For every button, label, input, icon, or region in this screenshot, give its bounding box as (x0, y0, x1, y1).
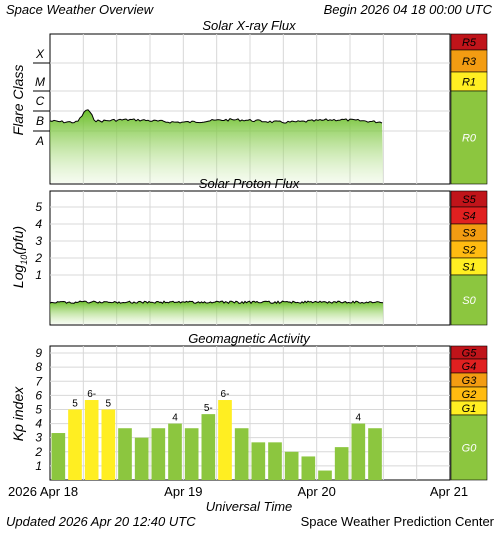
xray-title: Solar X-ray Flux (202, 18, 296, 33)
scale-label: R0 (462, 133, 477, 145)
kp-bar (134, 437, 149, 480)
kp-bar (234, 428, 249, 480)
scale-label: G4 (462, 361, 477, 373)
kp-bar (284, 451, 299, 480)
scale-segment (450, 414, 488, 481)
xray-tick-label: M (35, 75, 45, 89)
kp-bar (101, 409, 116, 480)
kp-data-label: 6- (87, 389, 96, 400)
scale-label: R3 (462, 56, 477, 68)
kp-tick-label: 2 (34, 445, 42, 459)
kp-bar (201, 414, 216, 480)
kp-tick-label: 6 (35, 388, 42, 402)
kp-bar (84, 400, 99, 480)
scale-label: G0 (462, 443, 478, 455)
kp-bar (351, 423, 366, 480)
kp-bar (51, 433, 66, 480)
scale-label: G3 (462, 375, 478, 387)
x-tick-label: 2026 Apr 18 (8, 484, 78, 499)
proton-tick-label: 1 (35, 268, 42, 282)
kp-data-label: 4 (172, 413, 178, 424)
kp-bar (68, 409, 82, 480)
xray-tick-label: X (35, 47, 45, 61)
kp-data-label: 4 (356, 413, 362, 424)
scale-label: S1 (462, 262, 475, 274)
scale-label: G1 (462, 403, 477, 415)
kp-bar (301, 456, 316, 480)
kp-data-label: 5 (106, 398, 112, 409)
kp-bars: 5 6- 5 4 5- 6- 4 (51, 389, 382, 480)
proton-tick-label: 5 (35, 200, 42, 214)
scale-label: G5 (462, 348, 478, 360)
kp-bar (151, 428, 166, 480)
kp-tick-label: 8 (35, 360, 42, 374)
kp-data-label: 5- (204, 403, 213, 414)
scale-label: S5 (462, 194, 476, 206)
kp-ylabel: Kp index (10, 386, 26, 441)
kp-tick-label: 1 (35, 459, 42, 473)
proton-tick-label: 4 (35, 217, 42, 231)
proton-tick-labels: 1 2 3 4 5 (34, 200, 42, 282)
scale-label: R5 (462, 37, 477, 49)
kp-tick-label: 3 (35, 431, 42, 445)
proton-grid (50, 191, 450, 325)
scale-label: S2 (462, 245, 475, 257)
xray-tick-label: A (35, 134, 44, 148)
kp-bar (184, 428, 199, 480)
scale-label: R1 (462, 77, 476, 89)
kp-bar (318, 470, 332, 480)
begin-time: Begin 2026 04 18 00:00 UTC (323, 2, 492, 17)
proton-title: Solar Proton Flux (199, 176, 300, 191)
kp-bar (251, 442, 266, 480)
kp-bar (218, 400, 232, 480)
proton-tick-label: 3 (35, 234, 42, 248)
kp-tick-label: 5 (35, 402, 42, 416)
x-axis-tick-labels: 2026 Apr 18 Apr 19 Apr 20 Apr 21 (8, 484, 468, 499)
kp-tick-label: 7 (35, 374, 43, 388)
kp-bar (334, 447, 349, 480)
x-tick-label: Apr 19 (164, 484, 202, 499)
scale-label: S3 (462, 228, 476, 240)
chart-title: Space Weather Overview (6, 2, 154, 17)
scale-segment (450, 90, 488, 185)
xray-flux-line (49, 109, 383, 124)
xray-r-scale: R5 R3 R1 R0 (450, 33, 488, 185)
proton-s-scale: S5 S4 S3 S2 S1 S0 (450, 190, 488, 326)
proton-flux-fill (50, 301, 384, 324)
x-tick-label: Apr 20 (298, 484, 336, 499)
x-tick-label: Apr 21 (430, 484, 468, 499)
source-credit: Space Weather Prediction Center (300, 514, 494, 529)
scale-label: G2 (462, 389, 477, 401)
proton-flux-line (49, 300, 384, 305)
kp-bar (118, 428, 132, 480)
x-axis-label: Universal Time (206, 499, 293, 514)
kp-bar (168, 423, 182, 480)
kp-tick-label: 9 (35, 346, 42, 360)
updated-time: Updated 2026 Apr 20 12:40 UTC (6, 514, 196, 529)
scale-label: S4 (462, 211, 475, 223)
scale-segment (450, 274, 488, 326)
xray-ylabel: Flare Class (10, 65, 26, 136)
kp-tick-label: 4 (35, 417, 42, 431)
kp-grid (50, 346, 450, 480)
kp-bar (268, 442, 282, 480)
scale-label: S0 (462, 295, 476, 307)
kp-data-label: 5 (72, 398, 78, 409)
kp-data-label: 6- (221, 389, 230, 400)
kp-panel: Geomagnetic Activity Kp index 123456789 … (10, 331, 488, 481)
kp-bar (368, 428, 382, 480)
xray-flux-fill (50, 109, 384, 183)
xray-tick-label: B (36, 114, 44, 128)
proton-tick-label: 2 (34, 251, 42, 265)
proton-ylabel: Log10(pfu) (10, 226, 29, 288)
kp-title: Geomagnetic Activity (188, 331, 311, 346)
xray-tick-label: C (36, 94, 45, 108)
